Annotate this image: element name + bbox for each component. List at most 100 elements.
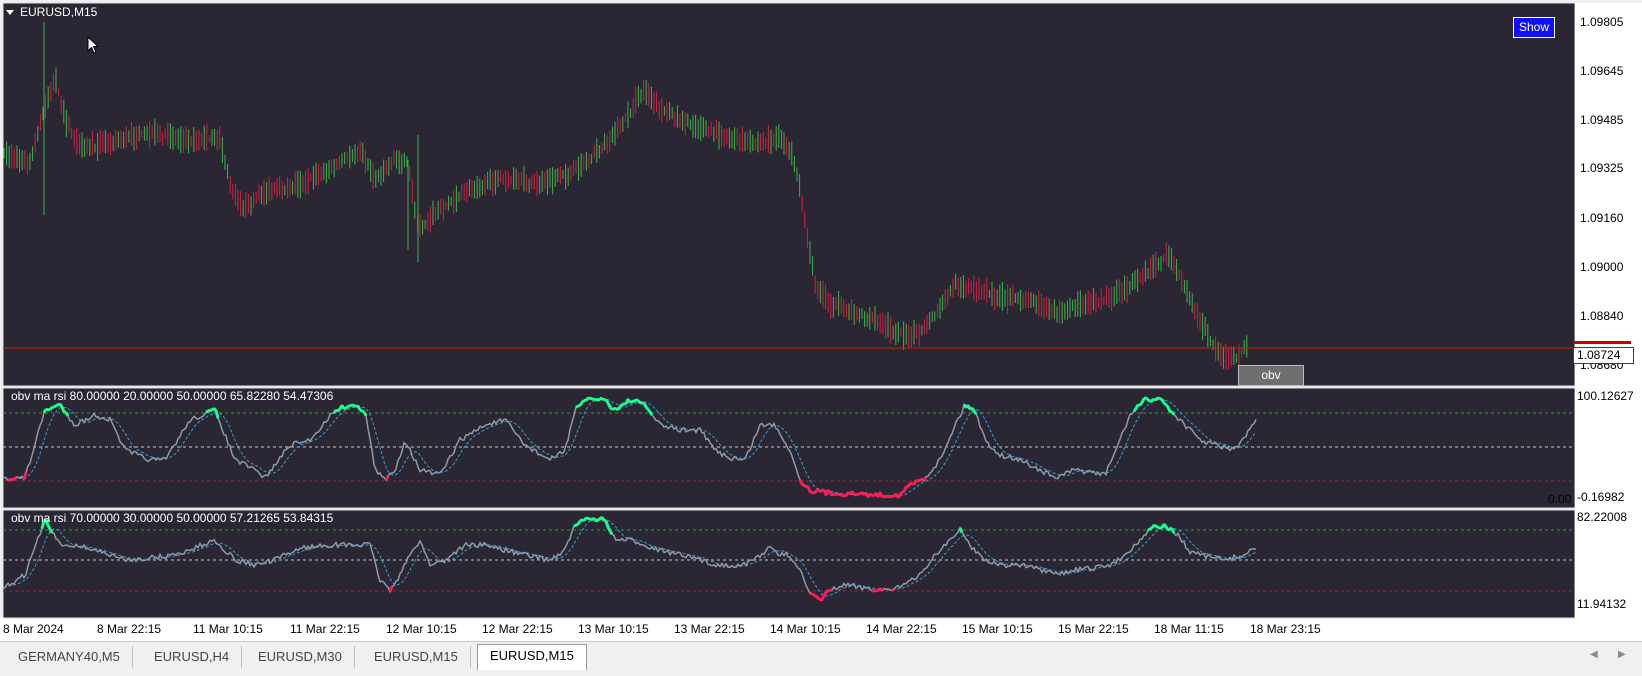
oversold-segment	[10, 479, 12, 480]
main-chart-panel[interactable]	[3, 3, 1575, 386]
overbought-segment	[1168, 529, 1170, 530]
overbought-segment	[604, 520, 606, 521]
overbought-segment	[576, 524, 578, 525]
indicator2-axis-bottom: 11.94132	[1577, 597, 1626, 611]
overbought-segment	[650, 412, 652, 415]
overbought-segment	[1172, 529, 1174, 533]
overbought-segment	[648, 409, 650, 412]
oversold-segment	[822, 595, 824, 600]
overbought-segment	[350, 405, 352, 406]
overbought-segment	[60, 404, 62, 407]
show-button[interactable]: Show	[1513, 17, 1555, 38]
overbought-segment	[360, 410, 362, 411]
time-label: 12 Mar 22:15	[482, 622, 553, 636]
overbought-segment	[606, 400, 608, 403]
mouse-cursor-icon	[87, 36, 101, 56]
symbol-title[interactable]: EURUSD,M15	[6, 5, 97, 19]
oversold-segment	[828, 490, 830, 492]
overbought-segment	[960, 528, 962, 533]
oversold-segment	[882, 589, 884, 591]
scroll-right-icon[interactable]: ▶	[1618, 649, 1626, 660]
price-label: 1.09805	[1580, 15, 1623, 29]
indicator1-caption: obv ma rsi 80.00000 20.00000 50.00000 65…	[11, 389, 333, 403]
oversold-segment	[386, 476, 388, 480]
oversold-segment	[800, 480, 802, 485]
oversold-segment	[898, 495, 900, 498]
overbought-segment	[642, 403, 644, 404]
indicator2-panel[interactable]	[3, 510, 1575, 618]
overbought-segment	[1166, 527, 1168, 530]
overbought-segment	[972, 408, 974, 411]
oversold-segment	[904, 487, 906, 492]
oversold-segment	[834, 494, 836, 495]
time-label: 11 Mar 22:15	[290, 622, 360, 636]
time-label: 11 Mar 10:15	[193, 622, 263, 636]
overbought-segment	[644, 403, 646, 407]
indicator1-axis-bottom: 0.00	[1548, 492, 1571, 506]
overbought-segment	[1168, 407, 1170, 412]
overbought-segment	[214, 408, 216, 410]
overbought-segment	[364, 412, 366, 416]
oversold-segment	[856, 494, 858, 495]
time-label: 15 Mar 22:15	[1058, 622, 1129, 636]
overbought-segment	[974, 411, 976, 414]
oversold-segment	[924, 477, 926, 481]
oversold-segment	[908, 484, 910, 487]
indicator1-axis-bottom2: -0.16982	[1577, 490, 1624, 504]
overbought-segment	[578, 521, 580, 524]
overbought-segment	[1152, 399, 1154, 400]
price-label: 1.08840	[1580, 309, 1623, 323]
overbought-segment	[1148, 529, 1150, 530]
tab-eurusd-m30[interactable]: EURUSD,M30	[246, 646, 355, 668]
collapse-triangle-icon[interactable]	[6, 10, 14, 15]
oversold-segment	[878, 589, 880, 591]
oversold-segment	[814, 492, 816, 494]
overbought-segment	[610, 531, 612, 534]
tab-eurusd-m15-active[interactable]: EURUSD,M15	[477, 644, 587, 670]
overbought-segment	[602, 399, 604, 400]
overbought-segment	[574, 525, 576, 526]
overbought-segment	[1162, 399, 1164, 403]
overbought-segment	[1142, 399, 1144, 403]
overbought-segment	[630, 402, 632, 403]
oversold-segment	[820, 490, 822, 492]
tab-germany40-m5[interactable]: GERMANY40,M5	[6, 646, 133, 668]
overbought-segment	[608, 403, 610, 407]
oversold-segment	[24, 472, 26, 479]
time-label: 8 Mar 2024	[3, 622, 64, 636]
overbought-segment	[1160, 399, 1162, 400]
oversold-segment	[814, 595, 816, 596]
time-label: 13 Mar 22:15	[674, 622, 745, 636]
overbought-segment	[54, 406, 56, 408]
overbought-segment	[610, 407, 612, 409]
overbought-segment	[208, 410, 210, 411]
oversold-segment	[816, 596, 818, 598]
time-label: 14 Mar 10:15	[770, 622, 841, 636]
price-label: 1.09000	[1580, 260, 1623, 274]
oversold-segment	[840, 494, 842, 495]
price-label: 1.09325	[1580, 161, 1623, 175]
indicator1-axis-top: 100.12627	[1577, 389, 1634, 403]
oversold-segment	[826, 590, 828, 592]
tab-eurusd-m15[interactable]: EURUSD,M15	[362, 646, 471, 668]
price-label: 1.09645	[1580, 64, 1623, 78]
overbought-segment	[342, 405, 344, 408]
overbought-segment	[602, 517, 604, 520]
oversold-segment	[804, 485, 806, 487]
time-label: 8 Mar 22:15	[97, 622, 161, 636]
overbought-segment	[1164, 524, 1166, 526]
tab-eurusd-h4[interactable]: EURUSD,H4	[142, 646, 242, 668]
overbought-segment	[50, 407, 52, 410]
overbought-segment	[606, 521, 608, 527]
oversold-segment	[914, 481, 916, 484]
overbought-segment	[48, 525, 50, 529]
overbought-segment	[62, 407, 64, 413]
oversold-segment	[920, 479, 922, 480]
overbought-segment	[1156, 526, 1158, 527]
chart-canvas[interactable]	[0, 0, 1642, 641]
overbought-segment	[1172, 412, 1174, 415]
oversold-segment	[818, 598, 820, 599]
obv-button[interactable]: obv	[1238, 365, 1304, 386]
oversold-segment	[870, 494, 872, 496]
scroll-left-icon[interactable]: ◀	[1590, 649, 1598, 660]
